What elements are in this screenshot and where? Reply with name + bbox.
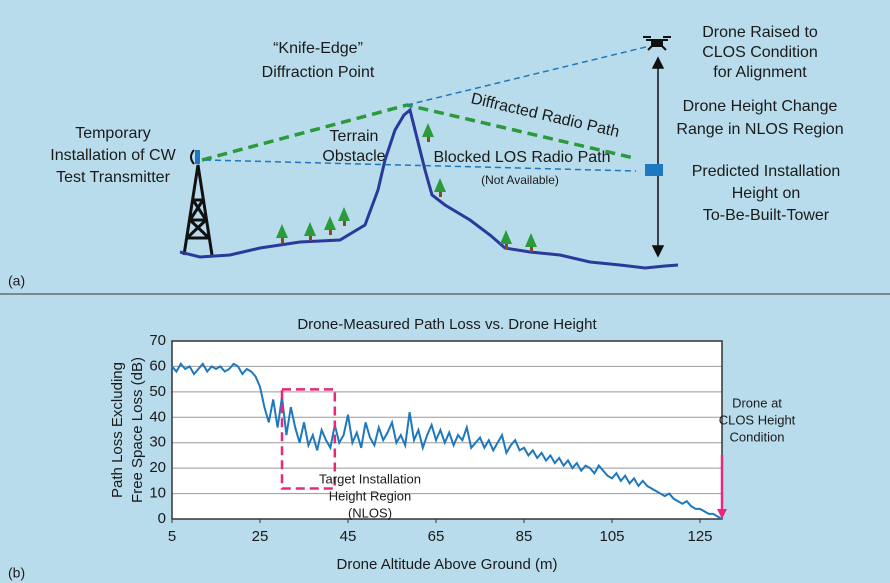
diagram-label: Drone Height Change <box>683 98 838 115</box>
antenna <box>195 150 200 164</box>
diagram-label: for Alignment <box>713 64 807 81</box>
marker-label: CLOS Height <box>719 412 796 427</box>
data-line <box>171 362 723 520</box>
diagram-label: “Knife-Edge” <box>273 40 363 57</box>
x-tick-label: 5 <box>168 528 176 545</box>
diagram-label: Range in NLOS Region <box>676 121 843 138</box>
drone <box>643 36 671 51</box>
x-tick-label: 45 <box>340 528 357 545</box>
y-tick-label: 0 <box>158 510 166 527</box>
y-tick-label: 50 <box>149 383 166 400</box>
diagram-label: To-Be-Built-Tower <box>703 207 830 224</box>
diagram-label: Drone Raised to <box>702 24 818 41</box>
marker-label: Condition <box>730 429 785 444</box>
y-tick-label: 20 <box>149 459 166 476</box>
y-axis-label: Path Loss Excluding <box>109 362 126 498</box>
panel-label: (a) <box>8 273 25 289</box>
panel-label: (b) <box>8 565 25 581</box>
antenna-wave <box>190 149 195 165</box>
diagram-label: Installation of CW <box>50 147 176 164</box>
region-label: Target Installation <box>319 471 421 486</box>
tower <box>182 164 214 256</box>
x-tick-label: 25 <box>252 528 269 545</box>
trees <box>276 123 537 247</box>
diagram-label: Temporary <box>75 125 151 142</box>
y-tick-label: 60 <box>149 357 166 374</box>
diagram-label: Height on <box>732 185 801 202</box>
region-label: (NLOS) <box>348 505 392 520</box>
y-axis-label: Free Space Loss (dB) <box>129 357 146 503</box>
y-tick-label: 40 <box>149 408 166 425</box>
y-tick-label: 30 <box>149 434 166 451</box>
region-label: Height Region <box>329 488 411 503</box>
plot-area <box>172 341 722 519</box>
diagram-label: Diffracted Radio Path <box>469 90 621 141</box>
y-tick-label: 70 <box>149 332 166 349</box>
diagram-label: Diffraction Point <box>262 64 375 81</box>
x-tick-label: 85 <box>516 528 533 545</box>
x-tick-label: 125 <box>687 528 712 545</box>
clos-path <box>406 45 651 106</box>
clos-arrowhead <box>717 509 727 519</box>
installation-marker <box>645 164 663 176</box>
height-arrow <box>651 56 665 258</box>
tree-trunks <box>281 137 533 252</box>
diagram-label: Terrain <box>330 128 379 145</box>
diagram-label: Obstacle <box>322 148 385 165</box>
diagram-label: Predicted Installation <box>692 163 841 180</box>
terrain <box>179 107 679 270</box>
y-tick-label: 10 <box>149 485 166 502</box>
blocked-path <box>204 159 637 172</box>
target-region <box>280 388 337 490</box>
diagram-label: Blocked LOS Radio Path <box>434 149 611 166</box>
diagram-label: (Not Available) <box>481 173 559 187</box>
x-axis-label: Drone Altitude Above Ground (m) <box>337 556 558 573</box>
marker-label: Drone at <box>732 395 782 410</box>
diagram-label: Test Transmitter <box>56 169 170 186</box>
diagram <box>0 36 890 295</box>
x-tick-label: 105 <box>599 528 624 545</box>
plot-frame <box>171 340 723 520</box>
diagram-label: CLOS Condition <box>702 44 818 61</box>
x-tick-label: 65 <box>428 528 445 545</box>
chart-title: Drone-Measured Path Loss vs. Drone Heigh… <box>297 316 597 333</box>
